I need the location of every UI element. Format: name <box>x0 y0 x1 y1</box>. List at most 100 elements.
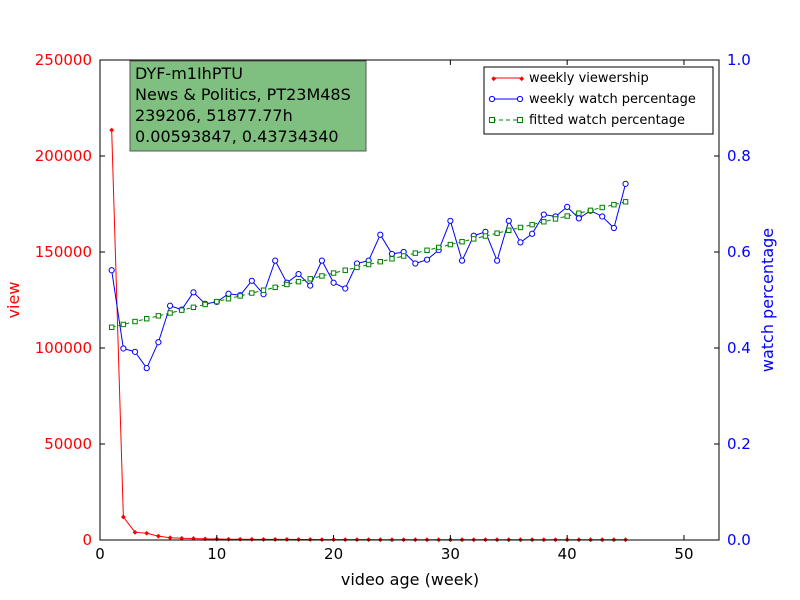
point-fitted-watch-percentage <box>330 270 337 276</box>
point-fitted-watch-percentage <box>471 236 477 242</box>
point-weekly-watch-percentage <box>166 302 174 309</box>
point-fitted-watch-percentage <box>214 298 220 305</box>
point-weekly-watch-percentage <box>377 231 384 238</box>
point-fitted-watch-percentage <box>249 290 255 296</box>
point-weekly-watch-percentage <box>564 203 571 210</box>
point-fitted-watch-percentage <box>365 261 372 268</box>
point-fitted-watch-percentage <box>517 224 524 231</box>
point-weekly-watch-percentage <box>330 279 337 286</box>
point-fitted-watch-percentage <box>435 244 442 251</box>
point-weekly-watch-percentage <box>423 256 431 263</box>
y-right-tick-label: 0.8 <box>727 147 751 165</box>
annotation-line-2: News & Politics, PT23M48S <box>135 85 351 104</box>
point-fitted-watch-percentage <box>564 213 570 219</box>
point-fitted-watch-percentage <box>155 313 162 319</box>
point-fitted-watch-percentage <box>284 281 290 288</box>
point-fitted-watch-percentage <box>587 207 594 214</box>
x-tick-label: 40 <box>558 545 577 563</box>
y-left-axis-title: view <box>4 282 23 319</box>
point-fitted-watch-percentage <box>412 250 419 256</box>
point-weekly-watch-percentage <box>307 282 314 289</box>
point-fitted-watch-percentage <box>295 278 302 285</box>
point-fitted-watch-percentage <box>400 253 407 259</box>
point-weekly-watch-percentage <box>505 217 512 224</box>
point-weekly-watch-percentage <box>342 285 349 292</box>
annotation-box: DYF-m1IhPTU News & Politics, PT23M48S 23… <box>129 60 367 152</box>
y-right-tick-label: 1.0 <box>727 51 751 69</box>
y-left-tick-label: 150000 <box>35 243 92 261</box>
point-weekly-watch-percentage <box>412 260 419 267</box>
legend-entry-weekly-viewership: weekly viewership <box>491 71 649 86</box>
x-tick-label: 20 <box>324 545 343 563</box>
point-weekly-watch-percentage <box>458 257 466 264</box>
y-left-tick-label: 100000 <box>35 339 92 357</box>
annotation-line-4: 0.00593847, 0.43734340 <box>135 127 339 146</box>
legend: weekly viewership weekly watch percentag… <box>483 66 714 135</box>
point-weekly-watch-percentage <box>575 215 582 222</box>
point-weekly-viewership <box>284 537 290 542</box>
point-fitted-watch-percentage <box>506 227 512 234</box>
point-fitted-watch-percentage <box>342 267 348 273</box>
point-weekly-watch-percentage <box>318 257 326 264</box>
point-fitted-watch-percentage <box>529 221 535 228</box>
legend-marker-weekly-viewership-right <box>519 76 525 82</box>
legend-entry-fitted-watch-percentage: fitted watch percentage <box>489 113 685 128</box>
point-fitted-watch-percentage <box>319 273 325 279</box>
point-weekly-watch-percentage <box>295 270 302 278</box>
legend-marker-fitted-watch-percentage-right <box>517 117 523 123</box>
x-tick-label: 50 <box>674 545 693 563</box>
point-fitted-watch-percentage <box>108 324 115 330</box>
point-fitted-watch-percentage <box>354 264 360 271</box>
point-weekly-watch-percentage <box>190 289 197 296</box>
point-fitted-watch-percentage <box>599 204 605 211</box>
point-fitted-watch-percentage <box>120 321 127 328</box>
point-weekly-watch-percentage <box>493 257 501 264</box>
plot-frame <box>99 59 720 541</box>
point-weekly-watch-percentage <box>517 239 524 246</box>
point-weekly-watch-percentage <box>610 224 617 232</box>
point-weekly-watch-percentage <box>272 257 279 264</box>
y-right-axis-title: watch percentage <box>758 228 777 372</box>
point-fitted-watch-percentage <box>447 241 454 248</box>
point-fitted-watch-percentage <box>144 316 150 322</box>
point-weekly-viewership <box>144 530 150 536</box>
point-fitted-watch-percentage <box>552 216 559 222</box>
point-fitted-watch-percentage <box>202 301 208 308</box>
point-fitted-watch-percentage <box>377 258 384 265</box>
point-fitted-watch-percentage <box>179 307 185 313</box>
x-tick-label: 10 <box>207 545 226 563</box>
point-fitted-watch-percentage <box>237 293 243 299</box>
point-fitted-watch-percentage <box>459 239 465 245</box>
legend-label-weekly-viewership: weekly viewership <box>529 71 649 86</box>
point-fitted-watch-percentage <box>389 256 395 262</box>
point-weekly-watch-percentage <box>225 290 232 297</box>
y-right-tick-label: 0.2 <box>727 435 751 453</box>
point-fitted-watch-percentage <box>132 318 138 325</box>
legend-entry-weekly-watch-percentage: weekly watch percentage <box>488 92 696 107</box>
legend-marker-fitted-watch-percentage <box>489 117 495 123</box>
point-weekly-watch-percentage <box>108 267 115 274</box>
y-left-tick-label: 0 <box>82 531 92 549</box>
point-weekly-watch-percentage <box>447 217 454 224</box>
point-weekly-watch-percentage <box>529 230 536 237</box>
point-weekly-viewership <box>261 537 266 542</box>
point-fitted-watch-percentage <box>541 219 547 225</box>
point-weekly-watch-percentage <box>143 365 150 372</box>
point-weekly-viewership <box>155 533 161 539</box>
x-tick-label: 30 <box>441 545 460 563</box>
point-fitted-watch-percentage <box>611 201 617 208</box>
point-weekly-viewership <box>202 536 208 542</box>
point-fitted-watch-percentage <box>424 247 430 253</box>
legend-label-fitted-watch-percentage: fitted watch percentage <box>529 113 685 128</box>
point-fitted-watch-percentage <box>260 287 267 293</box>
x-axis-title: video age (week) <box>341 570 479 589</box>
y-left-tick-label: 50000 <box>44 435 92 453</box>
legend-marker-weekly-watch-percentage-right <box>516 95 524 103</box>
point-fitted-watch-percentage <box>225 296 232 302</box>
point-fitted-watch-percentage <box>167 310 173 316</box>
point-fitted-watch-percentage <box>190 304 197 310</box>
point-fitted-watch-percentage <box>482 233 489 239</box>
annotation-background <box>129 60 367 152</box>
point-weekly-watch-percentage <box>388 250 396 258</box>
